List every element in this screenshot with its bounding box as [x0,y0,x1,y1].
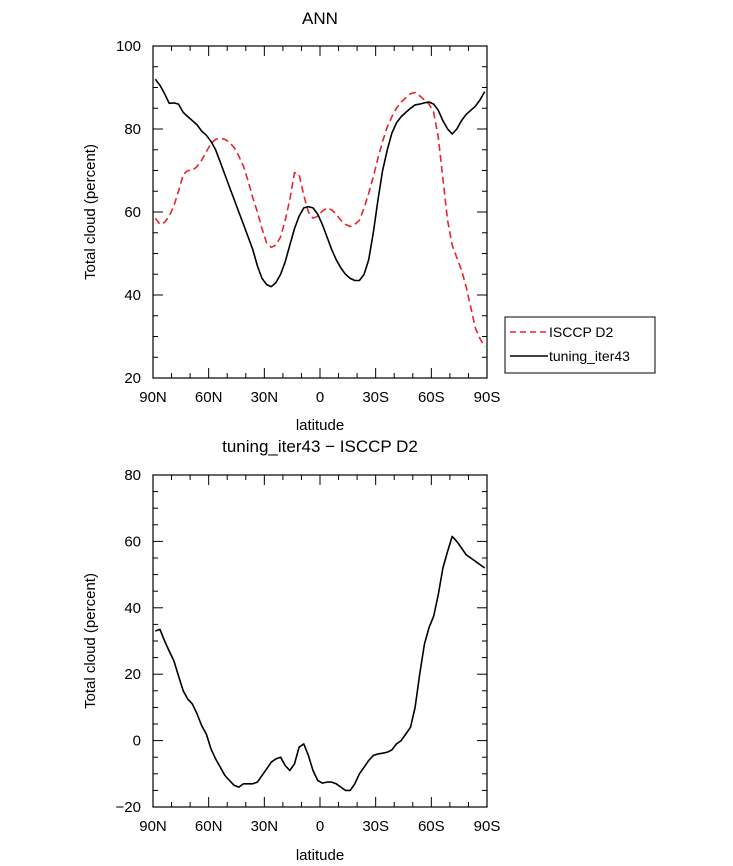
x-tick-label: 0 [316,389,324,406]
bottom-x-axis-label: latitude [296,847,344,864]
top-panel: 90N 60N 30N 0 30S 60S 90S 20 40 60 80 100 ANN latit… [82,9,500,434]
y-tick-label: 60 [124,204,141,221]
x-tick-label: 60S [418,818,445,835]
y-tick-label: 100 [116,38,141,55]
top-x-axis-label: latitude [296,417,344,434]
x-tick-label: 90N [139,389,167,406]
x-tick-label: 0 [316,818,324,835]
y-tick-label: 60 [124,533,141,550]
series-line-difference [155,535,486,792]
x-tick-label: 30S [362,818,389,835]
top-y-axis-label: Total cloud (percent) [82,144,99,280]
x-tick-label: 60N [195,389,223,406]
bottom-chart-title: tuning_iter43 − ISCCP D2 [222,437,418,456]
x-tick-label: 30N [251,389,279,406]
top-plot-frame [152,45,488,379]
y-tick-label: 80 [124,467,141,484]
x-tick-label: 60N [195,818,223,835]
series-line-isccp-d2 [154,91,486,348]
bottom-plot-frame [152,474,488,808]
y-tick-label: −20 [116,799,141,816]
bottom-axis-ticks: 90N 60N 30N 0 30S 60S 90S −20 0 20 40 60 80 [116,467,501,835]
legend-label-isccp: ISCCP D2 [549,324,614,340]
x-tick-label: 30N [251,818,279,835]
y-tick-label: 80 [124,121,141,138]
series-line-tuning-iter43 [154,78,486,288]
x-tick-label: 90S [474,389,501,406]
top-chart-title: ANN [302,9,338,28]
legend-label-tuning: tuning_iter43 [549,348,630,364]
y-tick-label: 0 [133,733,141,750]
bottom-series-group [155,535,486,792]
bottom-panel: 90N 60N 30N 0 30S 60S 90S −20 0 20 40 60 80 tuning_i… [82,437,500,864]
y-tick-label: 40 [124,287,141,304]
x-tick-label: 90S [474,818,501,835]
y-tick-label: 20 [124,370,141,387]
top-series-group [154,78,486,348]
y-tick-label: 40 [124,600,141,617]
x-tick-label: 60S [418,389,445,406]
top-axis-ticks: 90N 60N 30N 0 30S 60S 90S 20 40 60 80 100 [116,38,500,406]
y-tick-label: 20 [124,666,141,683]
x-tick-label: 90N [139,818,167,835]
bottom-y-axis-label: Total cloud (percent) [82,573,99,709]
legend-box [504,316,656,374]
legend: ISCCP D2 tuning_iter43 [504,316,656,374]
x-tick-label: 30S [362,389,389,406]
